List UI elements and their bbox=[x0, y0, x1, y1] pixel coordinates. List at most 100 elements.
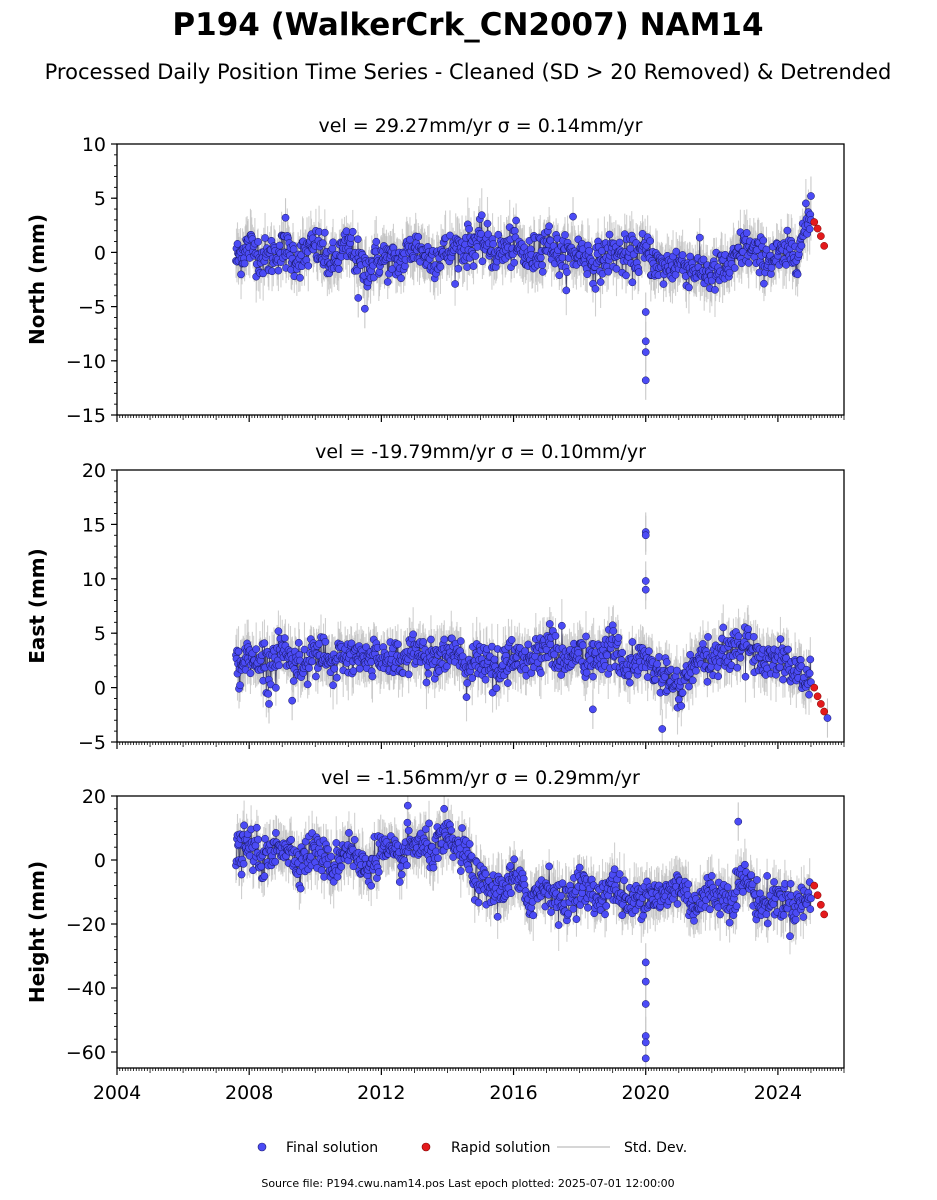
final-point bbox=[655, 653, 663, 661]
final-point bbox=[742, 229, 751, 237]
final-point bbox=[388, 265, 397, 273]
y-tick-label: 5 bbox=[94, 623, 106, 645]
final-point bbox=[793, 270, 802, 279]
final-point bbox=[605, 230, 614, 239]
panel-title: vel = -19.79mm/yr σ = 0.10mm/yr bbox=[315, 441, 646, 463]
final-point bbox=[254, 237, 262, 246]
final-solution-points bbox=[232, 192, 815, 385]
final-point bbox=[319, 239, 327, 248]
final-point bbox=[383, 278, 392, 286]
final-point bbox=[354, 235, 362, 244]
y-axis-label: East (mm) bbox=[25, 548, 49, 664]
rapid-point bbox=[817, 232, 825, 240]
final-point bbox=[641, 337, 650, 346]
final-point bbox=[585, 246, 594, 255]
final-point bbox=[456, 637, 465, 645]
final-point bbox=[625, 678, 634, 687]
data-layer bbox=[232, 796, 829, 1068]
final-point bbox=[334, 265, 343, 274]
final-point bbox=[503, 679, 512, 687]
final-point bbox=[802, 199, 810, 208]
final-point bbox=[618, 648, 627, 657]
final-point bbox=[451, 280, 459, 288]
final-point bbox=[512, 216, 520, 225]
final-point bbox=[591, 285, 600, 293]
final-point bbox=[574, 649, 583, 657]
y-axis-label: North (mm) bbox=[25, 214, 49, 345]
final-point bbox=[628, 278, 637, 287]
final-point bbox=[234, 647, 243, 656]
final-point bbox=[507, 635, 516, 644]
final-point bbox=[686, 650, 695, 659]
final-point bbox=[783, 226, 792, 235]
final-point bbox=[719, 623, 728, 632]
final-point bbox=[685, 682, 693, 691]
final-point bbox=[289, 245, 298, 254]
final-point bbox=[699, 255, 708, 264]
y-tick-label: 10 bbox=[82, 134, 106, 156]
y-tick-label: −10 bbox=[66, 351, 106, 373]
final-point bbox=[578, 641, 587, 650]
final-point bbox=[734, 632, 743, 641]
final-point bbox=[483, 219, 492, 228]
y-tick-label: 20 bbox=[82, 460, 106, 482]
figure-subtitle: Processed Daily Position Time Series - C… bbox=[45, 60, 892, 84]
final-point bbox=[422, 678, 431, 687]
final-point bbox=[561, 231, 569, 239]
final-point bbox=[281, 213, 290, 222]
final-point bbox=[725, 268, 734, 277]
final-point bbox=[274, 627, 283, 636]
rapid-point bbox=[810, 218, 819, 226]
final-point bbox=[659, 280, 668, 288]
final-point bbox=[353, 266, 362, 275]
final-point bbox=[651, 675, 660, 684]
final-point bbox=[797, 241, 806, 250]
final-point bbox=[557, 671, 566, 679]
north-panel: vel = 29.27mm/yr σ = 0.14mm/yr North (mm)… bbox=[25, 115, 845, 427]
final-point bbox=[805, 690, 813, 699]
final-point bbox=[484, 230, 492, 239]
final-point bbox=[545, 620, 554, 628]
rapid-solution-points bbox=[810, 683, 829, 716]
final-point bbox=[730, 264, 739, 272]
final-point bbox=[760, 279, 768, 288]
final-point bbox=[641, 531, 650, 540]
final-point bbox=[646, 237, 655, 245]
final-point bbox=[510, 227, 519, 235]
final-point bbox=[563, 268, 571, 277]
final-point bbox=[558, 253, 567, 262]
final-point bbox=[481, 675, 490, 684]
final-point bbox=[546, 640, 555, 649]
final-point bbox=[662, 658, 671, 667]
final-point bbox=[304, 261, 313, 270]
final-point bbox=[550, 650, 559, 659]
final-point bbox=[641, 308, 650, 316]
final-point bbox=[589, 672, 597, 681]
rapid-point bbox=[813, 692, 822, 701]
final-solution-points bbox=[232, 528, 832, 733]
axes-frame bbox=[116, 469, 845, 743]
final-point bbox=[468, 674, 477, 682]
final-point bbox=[265, 700, 273, 708]
final-point bbox=[442, 662, 451, 671]
final-point bbox=[759, 236, 768, 245]
height-panel: vel = -1.56mm/yr σ = 0.29mm/yr Height (mm… bbox=[25, 767, 845, 1104]
final-point bbox=[510, 258, 519, 267]
final-point bbox=[624, 671, 633, 679]
std-dev-bars bbox=[235, 796, 812, 1068]
final-point bbox=[252, 645, 261, 654]
final-point bbox=[714, 672, 723, 681]
final-point bbox=[264, 690, 273, 698]
final-point bbox=[471, 252, 480, 260]
y-tick-label: 0 bbox=[94, 242, 106, 264]
final-point bbox=[414, 232, 423, 241]
final-point bbox=[703, 677, 712, 686]
final-point bbox=[469, 262, 478, 270]
rapid-point bbox=[820, 707, 829, 716]
final-point bbox=[555, 271, 564, 280]
final-point bbox=[260, 639, 269, 648]
final-point bbox=[354, 294, 363, 302]
final-point bbox=[477, 211, 486, 220]
final-point bbox=[628, 638, 637, 646]
final-point bbox=[807, 192, 815, 200]
